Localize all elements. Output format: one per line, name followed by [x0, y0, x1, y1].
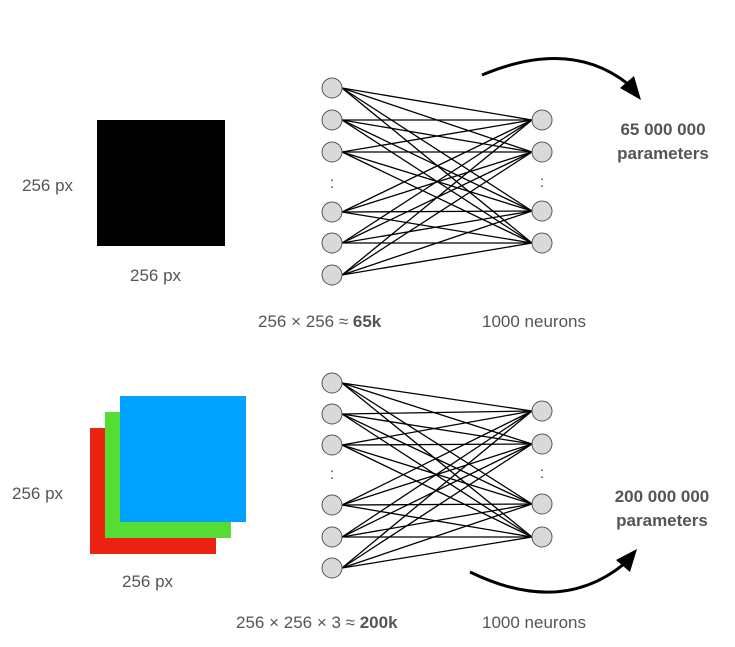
output-node [531, 526, 553, 548]
height-label-1: 256 px [22, 176, 74, 195]
edge [341, 443, 533, 446]
arrowhead-1 [620, 76, 641, 100]
edge [341, 503, 533, 506]
blue-channel-square [120, 396, 246, 522]
edge [341, 151, 533, 276]
edge [341, 119, 533, 213]
arrow-2 [469, 562, 625, 594]
network-1: :: [321, 77, 553, 286]
output-ellipsis: : [540, 465, 544, 482]
edge [341, 119, 533, 153]
width-label-1: 256 px [130, 266, 182, 285]
params-2-unit: parameters [616, 511, 708, 530]
edge [341, 87, 533, 121]
formula-2: 256 × 256 × 3 ≈ 200k [236, 613, 398, 633]
edge [341, 119, 533, 244]
height-label-2: 256 px [12, 484, 64, 503]
edge [341, 210, 533, 213]
edge [341, 413, 533, 505]
edge [341, 382, 533, 412]
edge [341, 382, 533, 538]
edge [341, 410, 533, 538]
neurons-label-2: 1000 neurons [482, 613, 586, 632]
edge [341, 410, 533, 415]
input-node [321, 494, 343, 516]
input-node [321, 77, 343, 99]
edge [341, 536, 533, 569]
edge [341, 410, 533, 446]
input-node [321, 434, 343, 456]
input-node [321, 232, 343, 254]
output-node [531, 141, 553, 163]
input-node [321, 201, 343, 223]
input-node [321, 109, 343, 131]
params-1-unit: parameters [617, 144, 709, 163]
edge [341, 242, 533, 276]
output-node [531, 493, 553, 515]
neurons-label-1: 1000 neurons [482, 312, 586, 331]
edge [341, 210, 533, 276]
edge [341, 382, 533, 505]
arrowhead-2 [616, 549, 637, 572]
edge [341, 210, 533, 244]
edges-1 [341, 87, 533, 276]
edge [341, 443, 533, 538]
edge [341, 410, 533, 569]
input-node [321, 526, 343, 548]
network-2: :: [321, 372, 553, 579]
input-ellipsis: : [330, 175, 334, 192]
input-node [321, 403, 343, 425]
formula-1: 256 × 256 ≈ 65k [258, 312, 381, 332]
grayscale-image-square [97, 120, 225, 246]
edge [341, 503, 533, 569]
params-2: 200 000 000 parameters [592, 485, 732, 533]
output-node [531, 109, 553, 131]
input-ellipsis: : [330, 466, 334, 483]
edge [341, 119, 533, 276]
edge [341, 413, 533, 538]
edge [341, 382, 533, 445]
input-node [321, 372, 343, 394]
arrow-1 [481, 57, 629, 86]
edge [341, 443, 533, 569]
edge [341, 413, 533, 445]
edges-2 [341, 382, 533, 569]
output-ellipsis: : [540, 174, 544, 191]
params-1-value: 65 000 000 [620, 120, 706, 139]
output-node [531, 433, 553, 455]
edge [341, 410, 533, 506]
params-1: 65 000 000 parameters [598, 118, 728, 166]
output-node [531, 400, 553, 422]
formula-1-bold: 65k [352, 312, 382, 331]
input-node [321, 141, 343, 163]
width-label-2: 256 px [122, 572, 174, 591]
formula-2-prefix: 256 × 256 × 3 ≈ [236, 613, 360, 632]
input-node [321, 557, 343, 579]
params-2-value: 200 000 000 [614, 487, 710, 506]
formula-1-prefix: 256 × 256 ≈ [258, 312, 353, 331]
output-node [531, 232, 553, 254]
output-node [531, 200, 553, 222]
formula-2-bold: 200k [359, 613, 398, 632]
edge [341, 503, 533, 538]
input-node [321, 264, 343, 286]
edge [341, 87, 533, 212]
